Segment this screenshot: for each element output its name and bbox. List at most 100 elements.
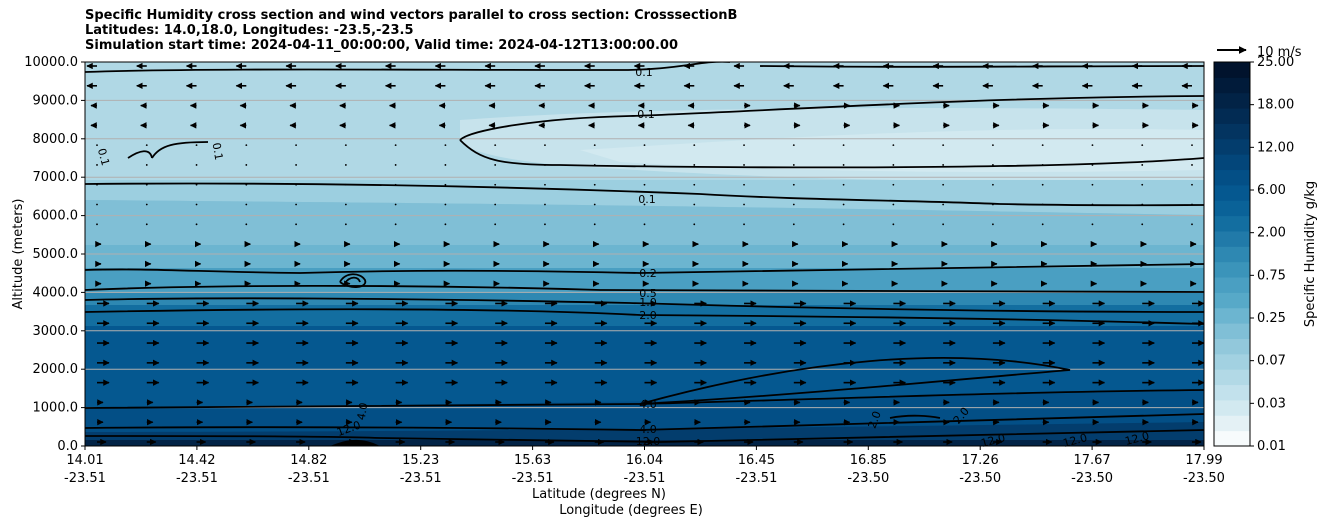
wind-vector — [743, 203, 745, 206]
wind-vector — [743, 183, 745, 186]
x-tick-label-lat: 16.04 — [626, 453, 663, 468]
colorbar-band — [1214, 108, 1250, 124]
wind-vector — [942, 183, 945, 186]
colorbar-band — [1214, 261, 1250, 278]
wind-vector — [195, 183, 198, 186]
wind-vector — [344, 203, 347, 206]
wind-vector — [195, 164, 198, 166]
x-tick-label-lon: -23.51 — [735, 471, 777, 486]
wind-vector — [444, 164, 447, 166]
wind-vector — [145, 203, 148, 206]
wind-vector — [394, 203, 397, 206]
wind-vector — [195, 144, 198, 147]
wind-vector — [593, 183, 596, 186]
wind-vector — [593, 203, 596, 206]
contour-label: 0.1 — [635, 66, 653, 79]
wind-vector — [1041, 183, 1044, 186]
wind-vector — [1091, 183, 1094, 186]
wind-vector — [145, 223, 148, 226]
x-axis: 14.01 -23.51 14.42 -23.51 14.82 -23.51 15.23 -2… — [64, 446, 1225, 486]
wind-vector — [1041, 164, 1044, 166]
contour-label: 2.0 — [866, 409, 884, 430]
colorbar-tick-label: 0.01 — [1257, 439, 1286, 454]
wind-vector — [444, 144, 447, 147]
colorbar-band — [1214, 169, 1250, 186]
chart-title: Specific Humidity cross section and wind… — [85, 8, 737, 53]
wind-vector — [992, 164, 994, 166]
wind-vector — [842, 164, 845, 166]
wind-vector — [295, 183, 297, 186]
wind-vector — [992, 223, 994, 226]
wind-vector — [494, 164, 497, 166]
x-tick-label-lat: 15.23 — [402, 453, 439, 468]
wind-vector — [942, 164, 945, 166]
wind-vector — [643, 203, 646, 206]
x-tick-label-lat: 16.85 — [850, 453, 887, 468]
wind-vector — [195, 223, 198, 226]
wind-vector — [743, 223, 745, 226]
colorbar-band — [1214, 138, 1250, 155]
x-tick-label-lon: -23.50 — [847, 471, 889, 486]
wind-vector — [942, 144, 945, 147]
wind-vector — [693, 203, 696, 206]
colorbar — [1214, 62, 1250, 447]
wind-vector — [544, 183, 546, 186]
colorbar-tick-label: 12.00 — [1257, 140, 1294, 155]
contour-label: 0.1 — [210, 142, 226, 161]
wind-vector — [295, 223, 297, 226]
wind-vector — [494, 183, 497, 186]
wind-vector — [344, 223, 347, 226]
contour-label: 12.0 — [1062, 431, 1089, 450]
y-tick-label: 2000.0 — [33, 362, 79, 377]
contour-line — [459, 139, 1204, 169]
wind-vector — [1191, 183, 1193, 186]
wind-vector — [593, 223, 596, 226]
wind-vector — [295, 164, 297, 166]
x-tick-label-lon: -23.50 — [1071, 471, 1113, 486]
x-tick-label-lon: -23.51 — [400, 471, 442, 486]
contour-label: 0.5 — [639, 287, 657, 300]
wind-vector — [245, 164, 248, 166]
wind-vector — [892, 203, 895, 206]
wind-vector — [992, 144, 994, 147]
wind-vector — [245, 203, 248, 206]
colorbar-tick-label: 18.00 — [1257, 98, 1294, 113]
contour-label: 0.1 — [638, 193, 656, 206]
wind-vector — [295, 203, 297, 206]
x-axis-label-lat: Latitude (degrees N) — [532, 487, 666, 502]
x-tick-label-lon: -23.50 — [1183, 471, 1225, 486]
colorbar-band — [1214, 415, 1250, 432]
y-tick-label: 4000.0 — [33, 285, 79, 300]
wind-vector — [1091, 203, 1094, 206]
y-axis: 0.0 1000.0 2000.0 3000.0 4000.0 5000.0 6000.0 7… — [24, 55, 85, 454]
x-tick-label-lat: 17.67 — [1073, 453, 1110, 468]
wind-vector — [593, 164, 596, 166]
wind-vector — [544, 144, 546, 147]
wind-vector — [1191, 203, 1193, 206]
wind-vector — [743, 144, 745, 147]
band-mid-2 — [85, 200, 1204, 245]
wind-vector — [96, 203, 98, 206]
colorbar-band — [1214, 62, 1250, 78]
wind-vector — [892, 144, 895, 147]
band-mid-5 — [85, 292, 1204, 305]
y-tick-label: 5000.0 — [33, 247, 79, 262]
wind-vector — [1191, 144, 1193, 147]
contour-line — [127, 150, 153, 159]
wind-vector — [743, 164, 745, 166]
y-tick-label: 10000.0 — [24, 55, 78, 70]
wind-vector — [1191, 223, 1193, 226]
wind-vector — [394, 183, 397, 186]
wind-vector — [544, 164, 546, 166]
contour-label: 0.2 — [639, 267, 657, 280]
colorbar-band — [1214, 230, 1250, 247]
colorbar-band — [1214, 277, 1250, 293]
y-tick-label: 7000.0 — [33, 170, 79, 185]
wind-vector — [693, 164, 696, 166]
wind-vector — [792, 203, 795, 206]
colorbar-band — [1214, 246, 1250, 263]
wind-vector — [693, 144, 696, 147]
wind-vector — [344, 164, 347, 166]
wind-vector — [892, 223, 895, 226]
contour-label: 12.0 — [1124, 429, 1151, 448]
